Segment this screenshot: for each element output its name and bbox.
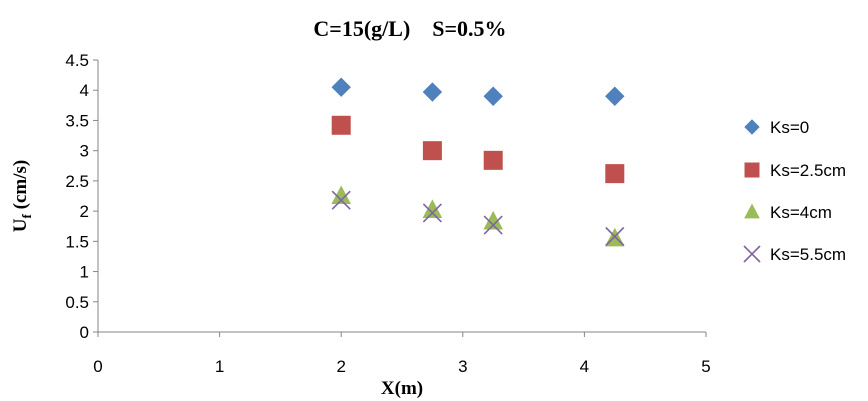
legend-marker [744, 203, 760, 219]
legend-item: Ks=5.5cm [743, 245, 846, 264]
x-tick-label: 3 [458, 357, 467, 376]
y-tick-label: 2 [80, 202, 89, 221]
x-axis-ticks: 0 1 2 3 4 5 [93, 332, 711, 376]
legend-item: Ks=4cm [744, 203, 832, 222]
y-tick-label: 3.5 [65, 111, 89, 130]
data-point [605, 226, 625, 247]
x-tick-label: 4 [580, 357, 589, 376]
legend-marker [744, 119, 760, 135]
y-tick-label: 2.5 [65, 172, 89, 191]
legend-marker [744, 162, 760, 178]
y-axis-title-subscript: f [19, 213, 34, 218]
y-tick-label: 4 [80, 81, 89, 100]
data-point [605, 164, 625, 184]
legend-label: Ks=4cm [770, 203, 832, 222]
data-point [422, 82, 443, 102]
data-point [422, 203, 442, 223]
plot-area [98, 60, 706, 332]
y-tick-label: 4.5 [65, 51, 89, 70]
y-tick-label: 1 [80, 263, 89, 282]
data-point [483, 86, 503, 106]
x-axis-title: X(m) [381, 378, 423, 399]
data-point [331, 115, 351, 135]
y-axis-title: Uf (cm/s) [10, 160, 34, 232]
data-series [331, 77, 625, 247]
y-tick-label: 0 [80, 323, 89, 342]
legend-marker [743, 245, 761, 263]
y-tick-label: 1.5 [65, 232, 89, 251]
data-point [605, 86, 625, 106]
series-0 [331, 77, 625, 106]
x-tick-label: 1 [215, 357, 224, 376]
series-1 [331, 115, 625, 184]
y-axis-title-main: U [10, 218, 31, 232]
legend-item: Ks=2.5cm [744, 161, 846, 180]
series-3 [331, 190, 625, 247]
data-point [483, 215, 503, 235]
data-point [331, 190, 351, 210]
chart-title: C=15(g/L) S=0.5% [313, 16, 506, 41]
y-axis-title-unit: (cm/s) [10, 160, 31, 214]
legend-item: Ks=0 [744, 118, 809, 137]
legend-label: Ks=5.5cm [770, 245, 846, 264]
data-point [483, 150, 503, 170]
x-tick-label: 2 [336, 357, 345, 376]
data-point [331, 77, 351, 97]
y-tick-label: 0.5 [65, 293, 89, 312]
y-tick-label: 3 [80, 142, 89, 161]
y-axis-ticks: 0 0.5 1 1.5 2 2.5 3 3.5 4 4.5 [65, 51, 98, 342]
legend-label: Ks=0 [770, 118, 809, 137]
x-tick-label: 5 [701, 357, 710, 376]
data-point [422, 141, 442, 161]
legend-label: Ks=2.5cm [770, 161, 846, 180]
x-tick-label: 0 [93, 357, 102, 376]
legend: Ks=0 Ks=2.5cm Ks=4cm Ks=5.5cm [743, 118, 846, 264]
